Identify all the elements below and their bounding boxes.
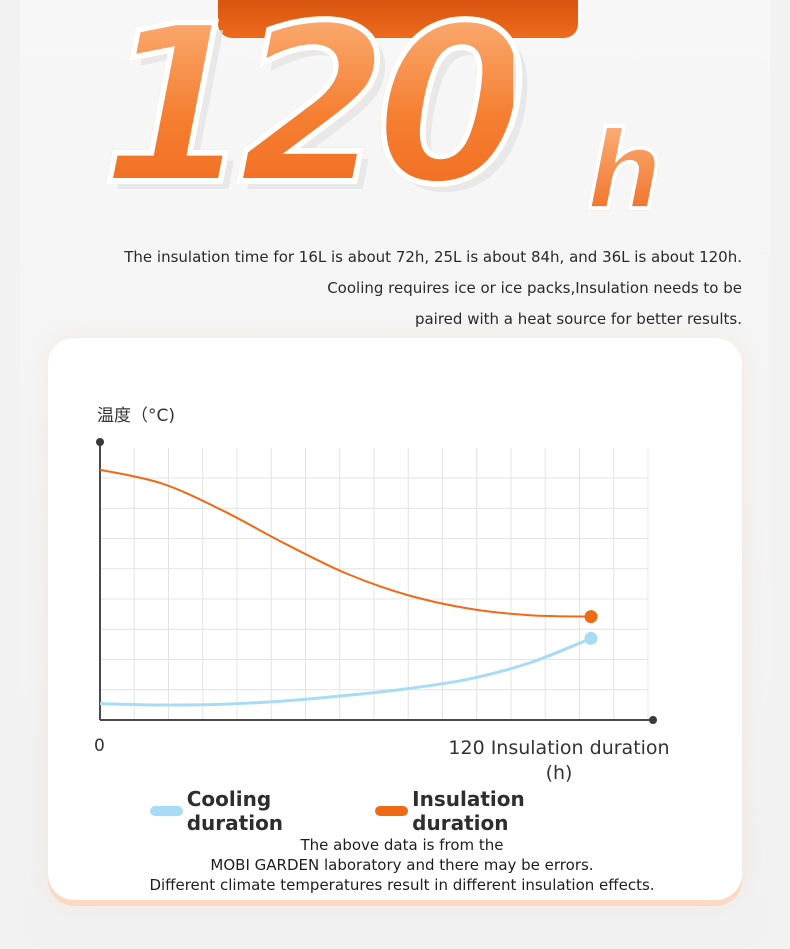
description-line-2: Cooling requires ice or ice packs,Insula… bbox=[327, 279, 742, 297]
legend-swatch-cooling bbox=[150, 806, 183, 816]
x-axis-arrow-dot bbox=[649, 716, 657, 724]
legend-label-insulation: Insulation duration bbox=[412, 787, 525, 835]
x-axis-label: 120 Insulation duration (h) bbox=[444, 736, 674, 786]
description-line-3: paired with a heat source for better res… bbox=[414, 310, 742, 328]
description-line-1: The insulation time for 16L is about 72h… bbox=[124, 248, 742, 266]
y-axis-label: 温度（°C) bbox=[97, 406, 176, 426]
chart-axes bbox=[96, 438, 657, 724]
legend-item-insulation: Insulation duration bbox=[375, 787, 620, 835]
x-tick-0: 0 bbox=[94, 736, 105, 756]
series-end-point-insulation-duration bbox=[584, 610, 598, 624]
hero-number: 120 bbox=[97, 0, 530, 233]
series-line-cooling-duration bbox=[99, 637, 592, 707]
chart-legend: Cooling duration Insulation duration bbox=[150, 787, 620, 835]
x-axis-label-line-2: (h) bbox=[545, 762, 573, 784]
legend-label-cooling: Cooling duration bbox=[186, 787, 284, 835]
y-axis-arrow-dot bbox=[96, 438, 104, 446]
product-top-edge bbox=[218, 0, 578, 38]
series-end-point-cooling-duration bbox=[584, 631, 598, 645]
legend-swatch-insulation bbox=[375, 806, 409, 816]
chart-series bbox=[99, 468, 598, 707]
legend-item-cooling: Cooling duration bbox=[150, 787, 367, 835]
series-line-insulation-duration bbox=[99, 468, 592, 618]
note-line-1: The above data is from the bbox=[300, 836, 504, 854]
disclaimer-note: The above data is from the MOBI GARDEN l… bbox=[48, 835, 756, 895]
hero-number-shadow: 120 bbox=[108, 6, 535, 224]
x-axis-label-line-1: 120 Insulation duration bbox=[448, 737, 670, 759]
note-line-3: Different climate temperatures result in… bbox=[149, 876, 655, 894]
note-line-2: MOBI GARDEN laboratory and there may be … bbox=[210, 856, 594, 874]
hero-unit: h bbox=[584, 109, 665, 234]
chart-grid bbox=[100, 448, 649, 720]
